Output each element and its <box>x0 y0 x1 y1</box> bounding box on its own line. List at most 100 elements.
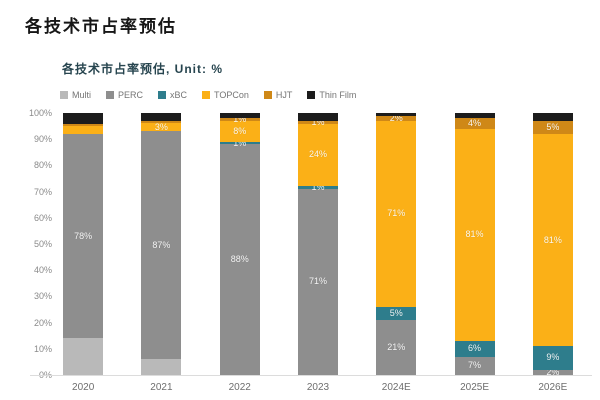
segment-value-label: 4% <box>468 118 482 128</box>
bar-segment-topcon: 71% <box>376 120 417 307</box>
segment-value-label: 88% <box>230 254 249 265</box>
segment-value-label: 1% <box>233 114 247 125</box>
legend-item-topcon: TOPCon <box>202 90 249 100</box>
bar-stack: 21% 5% 71% 2% <box>376 112 417 375</box>
stacked-bar-chart: 78% 2020 87% 3% 2021 88% 1% 8% 1% 2022 71% 1% 24% 1% 2… <box>44 112 592 393</box>
x-axis-category-label: 2024E <box>381 382 411 393</box>
bar-stack: 88% 1% 8% 1% <box>219 113 260 375</box>
segment-value-label: 1% <box>233 137 247 148</box>
bar-segment-hjt: 2% <box>376 112 417 123</box>
legend: Multi PERC xBC TOPCon HJT Thin Film <box>60 90 356 100</box>
segment-value-label: 1% <box>311 182 325 193</box>
segment-value-label: 78% <box>74 230 93 241</box>
bar-segment-hjt <box>63 123 104 127</box>
y-axis-tick-label: 50% <box>33 239 52 249</box>
bar-group-2021: 87% 3% 2021 <box>141 113 182 393</box>
bar-group-2025e: 7% 6% 81% 4% 2025E <box>454 113 495 393</box>
x-axis-category-label: 2020 <box>72 382 95 393</box>
bar-segment-hjt: 5% <box>532 120 573 134</box>
y-axis-tick-label: 70% <box>33 186 52 197</box>
bar-segment-perc: 87% <box>141 131 182 360</box>
bar-segment-thin-film <box>297 113 338 121</box>
y-axis-tick-label: 90% <box>33 134 52 145</box>
bar-stack: 71% 1% 24% 1% <box>297 113 338 375</box>
segment-value-label: 87% <box>152 239 171 250</box>
legend-swatch-icon <box>307 91 316 99</box>
segment-value-label: 9% <box>546 352 560 363</box>
legend-swatch-icon <box>158 91 167 99</box>
bar-segment-thin-film <box>63 113 104 124</box>
legend-swatch-icon <box>202 91 211 99</box>
bar-segment-thin-film <box>141 113 182 121</box>
y-axis-tick-label: 40% <box>33 265 52 276</box>
segment-value-label: 3% <box>154 121 168 132</box>
bar-segment-xbc: 5% <box>376 306 417 320</box>
bar-segment-multi <box>63 338 104 375</box>
x-axis-category-label: 2022 <box>228 382 251 393</box>
bar-stack: 87% 3% <box>141 113 182 375</box>
page-title: 各技术市占率预估 <box>25 17 177 36</box>
bar-segment-topcon: 81% <box>454 128 495 341</box>
bar-segment-hjt <box>141 120 182 124</box>
bar-segment-hjt: 1% <box>297 117 338 126</box>
legend-swatch-icon <box>106 91 115 99</box>
bar-segment-topcon: 24% <box>297 123 338 187</box>
legend-item-perc: PERC <box>106 90 143 100</box>
bar-segment-perc: 21% <box>376 319 417 375</box>
bar-segment-perc: 71% <box>297 188 338 375</box>
segment-value-label: 21% <box>387 341 406 352</box>
bar-segment-perc: 2% <box>532 367 573 376</box>
legend-label: Thin Film <box>319 90 357 100</box>
segment-value-label: 2% <box>389 112 403 123</box>
bar-stack: 78% <box>63 113 104 375</box>
x-axis-baseline <box>30 375 592 376</box>
legend-label: xBC <box>170 90 188 100</box>
bar-segment-topcon: 3% <box>141 121 182 132</box>
bar-stack: 7% 6% 81% 4% <box>454 113 495 375</box>
bar-segment-xbc: 1% <box>219 137 260 148</box>
legend-item-hjt: HJT <box>263 90 292 100</box>
bar-segment-xbc: 1% <box>297 182 338 193</box>
bar-group-2023: 71% 1% 24% 1% 2023 <box>297 113 338 393</box>
legend-swatch-icon <box>60 91 68 99</box>
bar-segment-topcon: 81% <box>532 133 573 347</box>
segment-value-label: 81% <box>465 229 484 240</box>
segment-value-label: 7% <box>468 360 482 371</box>
segment-value-label: 24% <box>308 149 327 160</box>
segment-value-label: 5% <box>546 121 560 132</box>
bar-segment-thin-film <box>454 113 495 119</box>
bar-group-2020: 78% 2020 <box>63 113 104 393</box>
legend-label: TOPCon <box>214 90 249 100</box>
bar-segment-hjt: 4% <box>454 118 495 129</box>
chart-subtitle: 各技术市占率预估, Unit: % <box>62 62 223 76</box>
bar-segment-thin-film <box>532 113 573 121</box>
segment-value-label: 8% <box>233 125 247 136</box>
bar-segment-thin-film <box>376 113 417 116</box>
x-axis-category-label: 2026E <box>538 382 568 393</box>
legend-item-thin-film: Thin Film <box>307 90 356 100</box>
bar-group-2022: 88% 1% 8% 1% 2022 <box>219 113 260 393</box>
bar-segment-topcon <box>63 126 104 134</box>
legend-swatch-icon <box>263 91 272 99</box>
segment-value-label: 71% <box>387 208 406 219</box>
bar-group-2026e: 2% 9% 81% 5% 2026E <box>532 113 573 393</box>
legend-item-multi: Multi <box>60 90 91 100</box>
segment-value-label: 81% <box>543 234 562 245</box>
bar-segment-thin-film <box>219 113 260 119</box>
y-axis-tick-label: 20% <box>33 317 52 328</box>
y-axis-tick-label: 10% <box>33 343 52 354</box>
segment-value-label: 71% <box>308 276 327 287</box>
bar-segment-xbc: 9% <box>532 346 573 370</box>
y-axis-tick-label: 100% <box>28 108 52 118</box>
bar-segment-multi <box>141 359 182 375</box>
legend-label: PERC <box>118 90 144 100</box>
legend-item-xbc: xBC <box>158 90 187 100</box>
y-axis-tick-label: 60% <box>33 212 52 223</box>
bar-segment-perc: 7% <box>454 356 495 375</box>
bar-segment-xbc: 6% <box>454 340 495 357</box>
bar-segment-perc: 78% <box>63 133 104 339</box>
bar-segment-perc: 88% <box>219 144 260 375</box>
bar-segment-topcon: 8% <box>219 120 260 142</box>
x-axis-category-label: 2023 <box>306 382 330 393</box>
